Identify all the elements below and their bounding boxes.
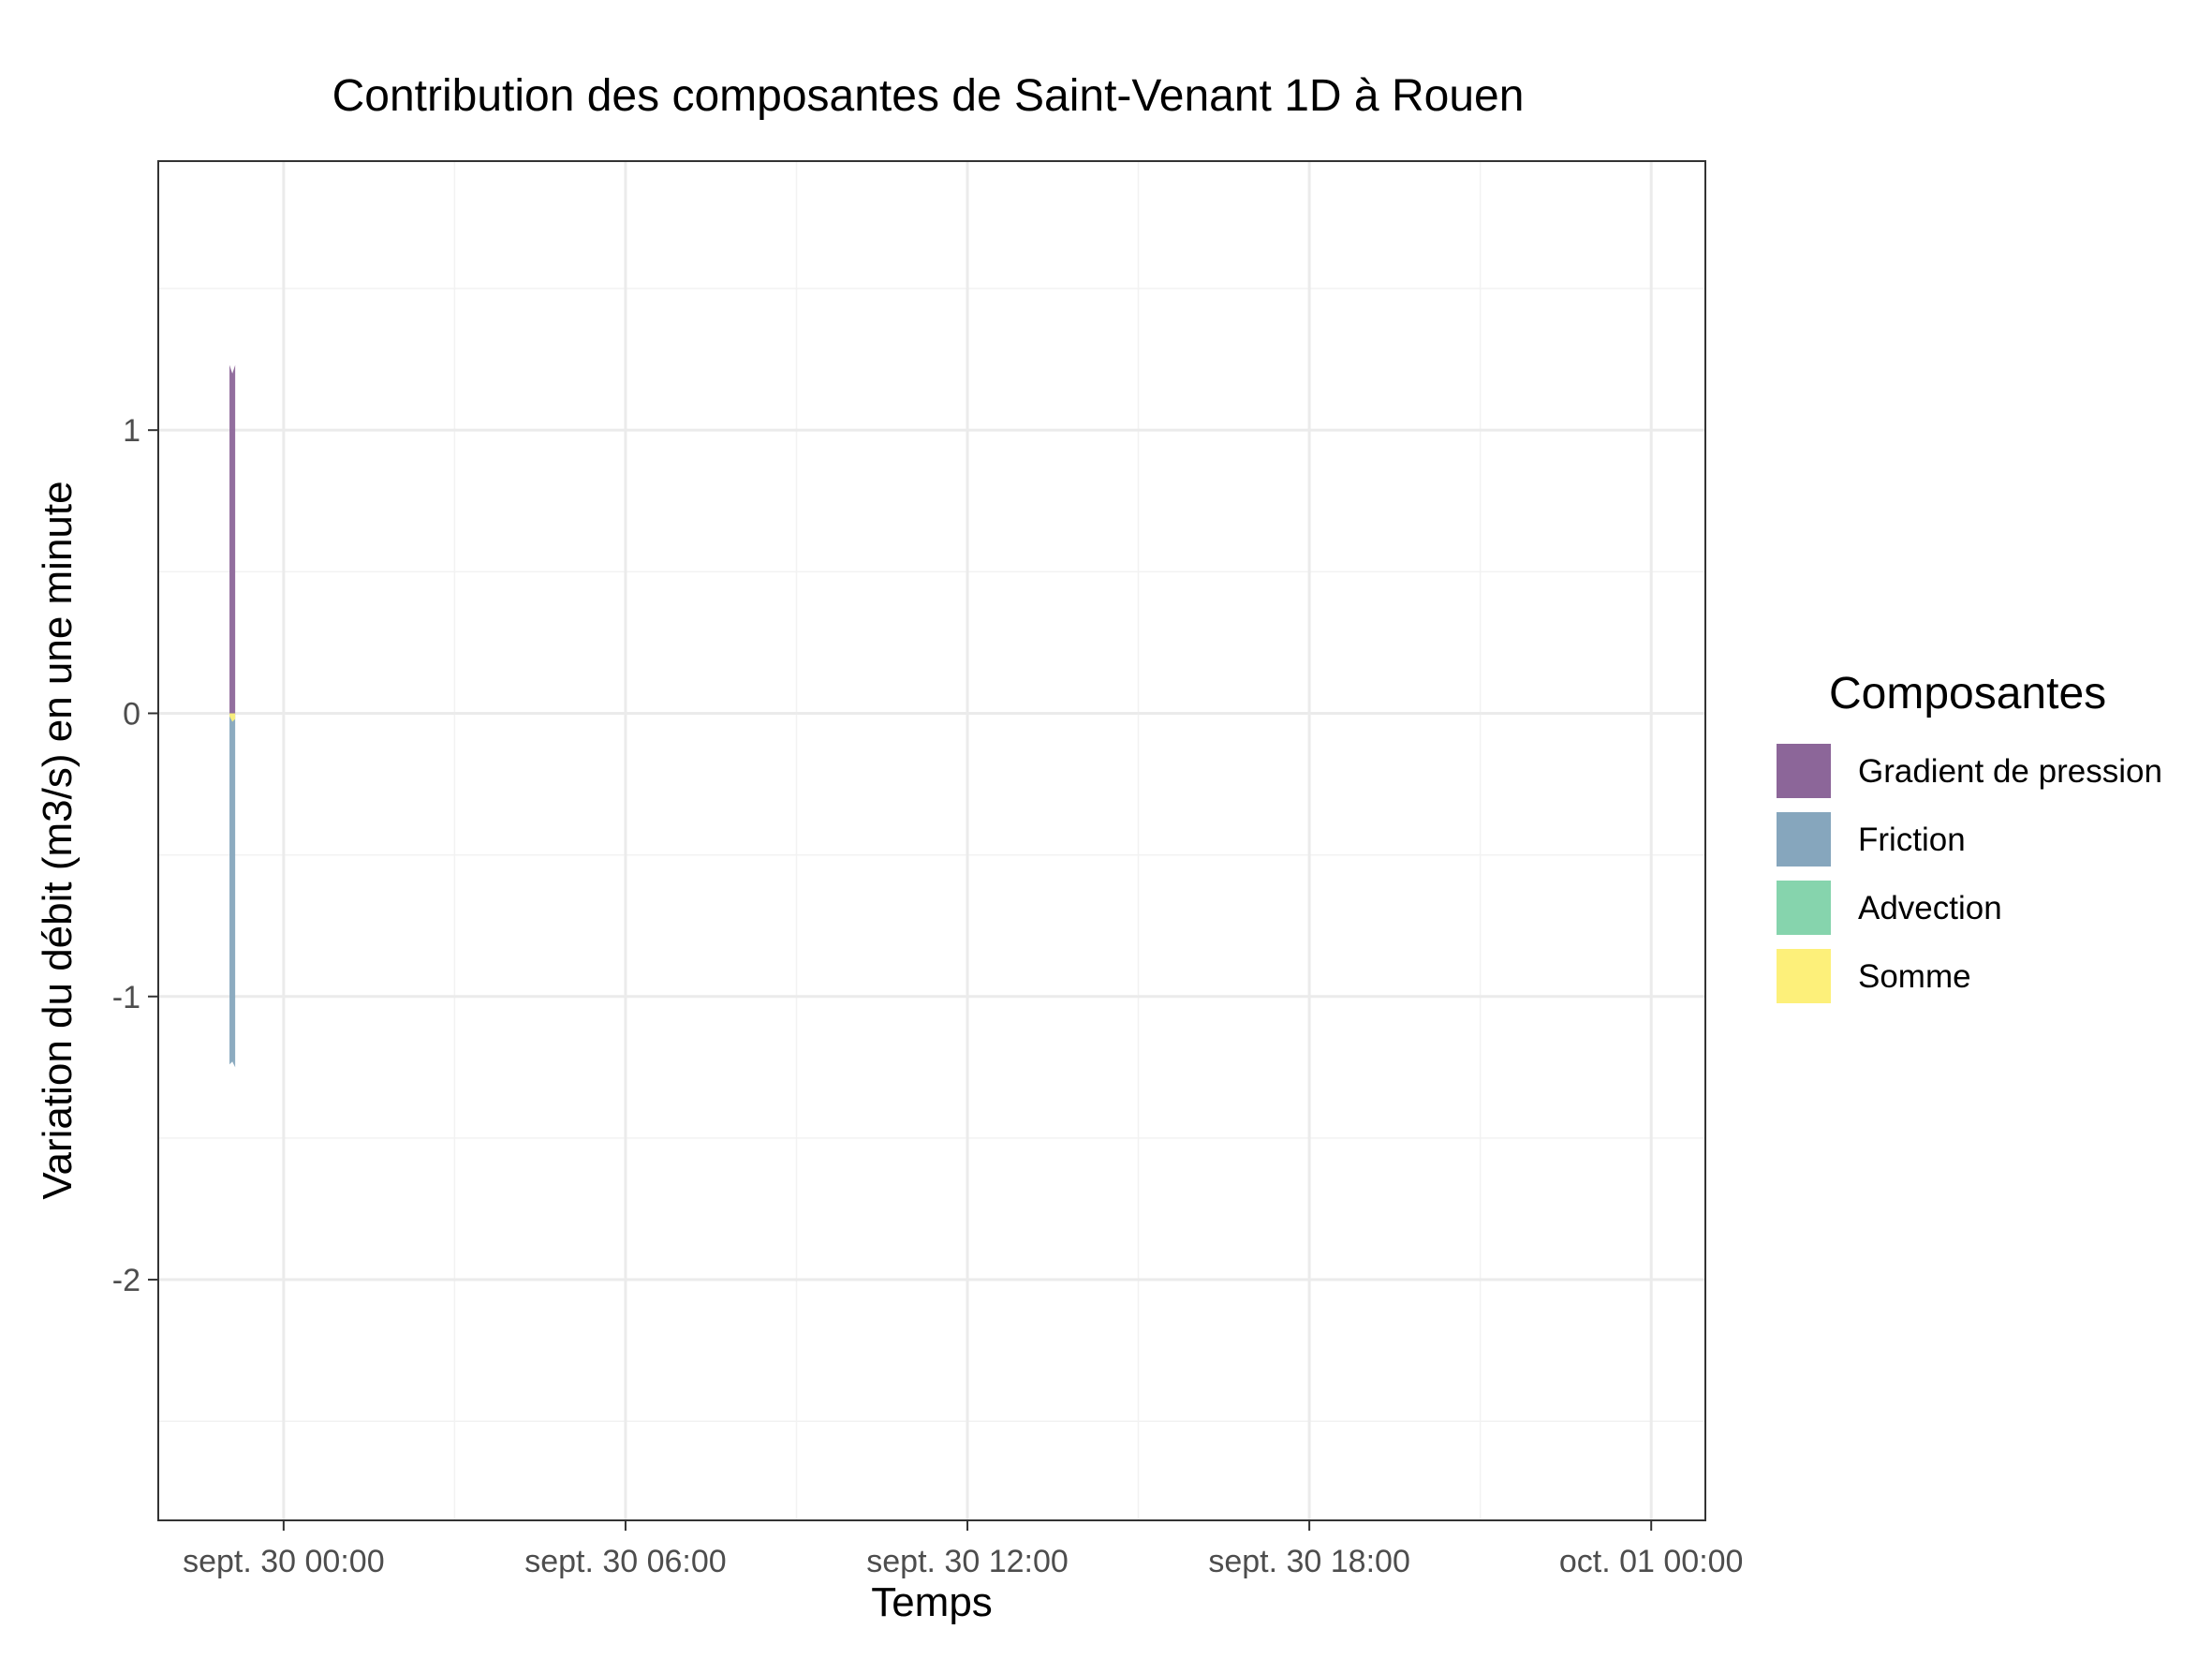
x-axis-title: Temps [871, 1579, 993, 1625]
legend-label: Advection [1858, 890, 2002, 926]
y-tick-label: -1 [112, 980, 140, 1015]
y-tick-label: 0 [123, 696, 140, 732]
legend-key-somme [1777, 949, 1831, 1003]
legend-title: Composantes [1829, 669, 2106, 718]
grid-major [158, 161, 1705, 1520]
legend-label: Friction [1858, 822, 1966, 858]
x-tick-label: sept. 30 12:00 [866, 1544, 1069, 1579]
y-axis-title: Variation du débit (m3/s) en une minute [35, 481, 81, 1199]
series-area-somme [229, 713, 236, 722]
legend-label: Gradient de pression [1858, 753, 2162, 790]
legend-label: Somme [1858, 958, 1971, 995]
series-layer [229, 364, 236, 1068]
grid-minor [158, 161, 1705, 1520]
y-tick-label: -2 [112, 1263, 140, 1298]
y-tick-label: 1 [123, 413, 140, 449]
chart-title: Contribution des composantes de Saint-Ve… [332, 71, 1525, 121]
y-axis-ticks: -2 -1 0 1 [112, 413, 158, 1298]
plot-panel-background [158, 161, 1705, 1520]
legend-key-friction [1777, 812, 1831, 867]
legend-key-gradient-de-pression [1777, 744, 1831, 798]
x-tick-label: sept. 30 06:00 [524, 1544, 727, 1579]
x-tick-label: sept. 30 18:00 [1208, 1544, 1410, 1579]
legend: Composantes Gradient de pression Friction… [1775, 669, 2162, 1005]
series-area-friction [229, 713, 236, 1068]
x-tick-label: sept. 30 00:00 [183, 1544, 385, 1579]
series-area-gradient-de-pression [229, 364, 236, 714]
legend-key-advection [1777, 881, 1831, 935]
plot-panel-border [157, 160, 1706, 1521]
legend-items: Gradient de pression Friction Advection Som… [1775, 742, 2162, 1005]
x-tick-label: oct. 01 00:00 [1559, 1544, 1744, 1579]
x-axis-ticks: sept. 30 00:00 sept. 30 06:00 sept. 30 12:… [183, 1520, 1743, 1579]
